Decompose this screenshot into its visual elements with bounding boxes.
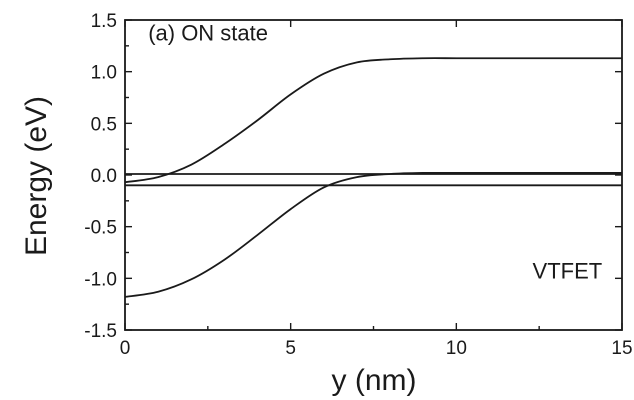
y-tick-label: 0.0 xyxy=(91,166,117,187)
y-tick-label: -1.0 xyxy=(84,269,117,290)
x-ticks: 0 5 10 15 xyxy=(120,20,633,359)
x-tick-label: 10 xyxy=(446,338,467,359)
device-label: VTFET xyxy=(533,258,603,283)
curves xyxy=(124,57,622,298)
y-tick-label: -0.5 xyxy=(84,218,117,239)
y-ticks: -1.5 -1.0 -0.5 0.0 0.5 1.0 1.5 xyxy=(84,11,622,342)
x-axis-title: y (nm) xyxy=(332,364,417,397)
panel-label: (a) ON state xyxy=(148,21,268,46)
y-axis-title: Energy (eV) xyxy=(20,96,53,256)
x-tick-label: 15 xyxy=(611,338,632,359)
annotations: (a) ON state VTFET xyxy=(148,21,602,284)
y-tick-label: -1.5 xyxy=(84,321,117,342)
x-tick-label: 5 xyxy=(285,338,296,359)
series-line-2 xyxy=(124,171,622,298)
x-tick-label: 0 xyxy=(120,338,131,359)
y-tick-label: 1.5 xyxy=(91,11,117,32)
series-line-1 xyxy=(124,57,622,184)
y-tick-label: 1.0 xyxy=(91,63,117,84)
y-tick-label: 0.5 xyxy=(91,114,117,135)
